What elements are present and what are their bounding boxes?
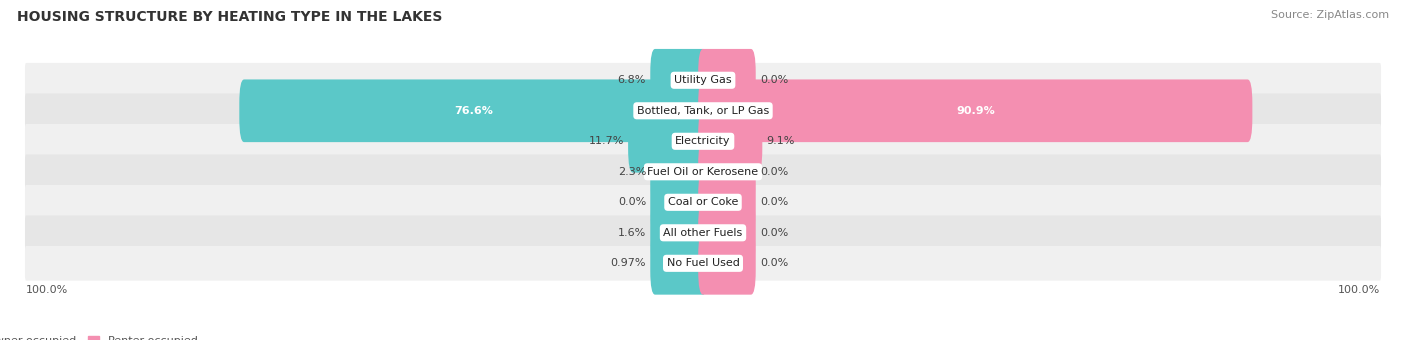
Text: 11.7%: 11.7% — [589, 136, 624, 146]
Text: Electricity: Electricity — [675, 136, 731, 146]
Text: 2.3%: 2.3% — [617, 167, 647, 177]
Text: HOUSING STRUCTURE BY HEATING TYPE IN THE LAKES: HOUSING STRUCTURE BY HEATING TYPE IN THE… — [17, 10, 443, 24]
FancyBboxPatch shape — [651, 49, 707, 112]
Text: 1.6%: 1.6% — [617, 228, 647, 238]
Text: Source: ZipAtlas.com: Source: ZipAtlas.com — [1271, 10, 1389, 20]
FancyBboxPatch shape — [699, 110, 762, 173]
Legend: Owner-occupied, Renter-occupied: Owner-occupied, Renter-occupied — [0, 331, 204, 340]
Text: Utility Gas: Utility Gas — [675, 75, 731, 85]
FancyBboxPatch shape — [25, 154, 1381, 189]
FancyBboxPatch shape — [25, 246, 1381, 280]
FancyBboxPatch shape — [25, 185, 1381, 220]
FancyBboxPatch shape — [699, 202, 755, 264]
FancyBboxPatch shape — [699, 49, 755, 112]
FancyBboxPatch shape — [25, 216, 1381, 250]
Text: All other Fuels: All other Fuels — [664, 228, 742, 238]
Text: 0.0%: 0.0% — [759, 75, 789, 85]
Text: 0.0%: 0.0% — [759, 167, 789, 177]
FancyBboxPatch shape — [699, 171, 755, 234]
Text: 0.0%: 0.0% — [617, 197, 647, 207]
Text: 0.0%: 0.0% — [759, 258, 789, 268]
Text: 0.97%: 0.97% — [610, 258, 647, 268]
Text: 90.9%: 90.9% — [956, 106, 994, 116]
FancyBboxPatch shape — [699, 80, 1253, 142]
Text: 100.0%: 100.0% — [27, 285, 69, 295]
Text: 0.0%: 0.0% — [759, 197, 789, 207]
FancyBboxPatch shape — [25, 124, 1381, 159]
FancyBboxPatch shape — [699, 232, 755, 295]
Text: 9.1%: 9.1% — [766, 136, 794, 146]
FancyBboxPatch shape — [628, 110, 707, 173]
FancyBboxPatch shape — [651, 171, 707, 234]
Text: Coal or Coke: Coal or Coke — [668, 197, 738, 207]
Text: Fuel Oil or Kerosene: Fuel Oil or Kerosene — [647, 167, 759, 177]
Text: 0.0%: 0.0% — [759, 228, 789, 238]
FancyBboxPatch shape — [651, 202, 707, 264]
FancyBboxPatch shape — [239, 80, 707, 142]
Text: 76.6%: 76.6% — [454, 106, 494, 116]
FancyBboxPatch shape — [699, 140, 755, 203]
Text: No Fuel Used: No Fuel Used — [666, 258, 740, 268]
FancyBboxPatch shape — [651, 232, 707, 295]
FancyBboxPatch shape — [651, 140, 707, 203]
FancyBboxPatch shape — [25, 63, 1381, 98]
FancyBboxPatch shape — [25, 94, 1381, 128]
Text: 6.8%: 6.8% — [617, 75, 647, 85]
Text: 100.0%: 100.0% — [1337, 285, 1379, 295]
Text: Bottled, Tank, or LP Gas: Bottled, Tank, or LP Gas — [637, 106, 769, 116]
